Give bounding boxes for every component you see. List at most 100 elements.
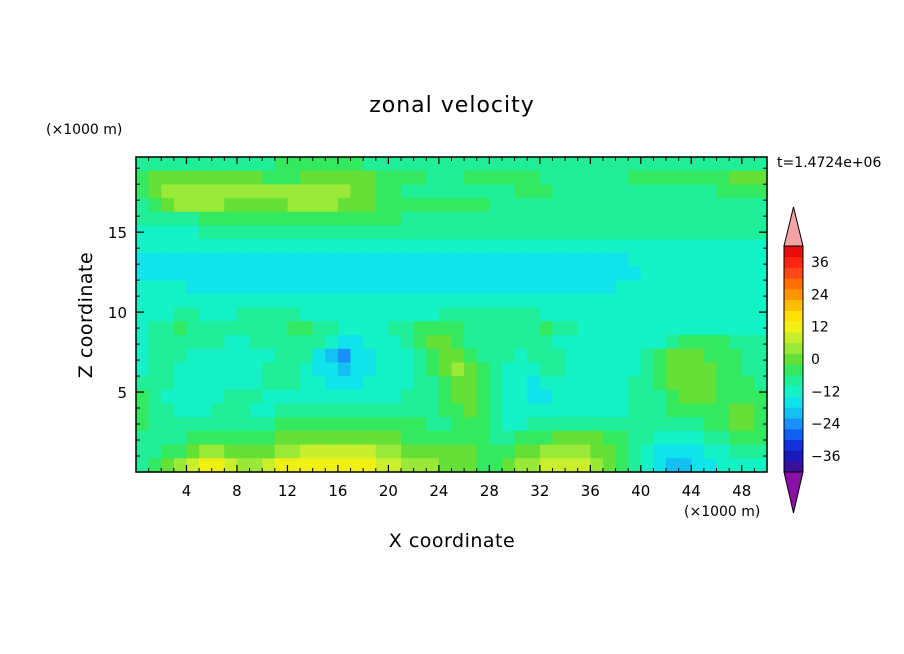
heatmap-cell bbox=[224, 321, 238, 336]
heatmap-cell bbox=[350, 458, 364, 473]
heatmap-cell bbox=[224, 389, 238, 405]
heatmap-cell bbox=[312, 430, 326, 446]
heatmap-cell bbox=[148, 211, 162, 227]
heatmap-cell bbox=[199, 458, 213, 473]
heatmap-cell bbox=[262, 389, 276, 405]
heatmap-cell bbox=[678, 198, 692, 213]
heatmap-cell bbox=[211, 266, 225, 281]
heatmap-cell bbox=[413, 266, 427, 281]
heatmap-cell bbox=[565, 211, 579, 227]
heatmap-cell bbox=[337, 321, 352, 336]
heatmap-cell bbox=[186, 389, 200, 405]
heatmap-cell bbox=[527, 362, 541, 377]
heatmap-cell bbox=[602, 335, 617, 350]
heatmap-cell bbox=[741, 252, 755, 268]
heatmap-cell bbox=[678, 321, 692, 336]
heatmap-cell bbox=[224, 307, 238, 322]
heatmap-cell bbox=[527, 157, 541, 172]
heatmap-cell bbox=[691, 403, 705, 418]
heatmap-cell bbox=[148, 321, 162, 336]
heatmap-cell bbox=[388, 198, 402, 213]
heatmap-cell bbox=[577, 417, 591, 432]
heatmap-cell bbox=[602, 307, 617, 322]
heatmap-cell bbox=[325, 280, 339, 295]
heatmap-cell bbox=[173, 225, 188, 240]
heatmap-cell bbox=[527, 239, 541, 254]
heatmap-cell bbox=[224, 348, 238, 364]
heatmap-cell bbox=[426, 348, 440, 364]
heatmap-cell bbox=[501, 348, 516, 364]
heatmap-cell bbox=[451, 348, 465, 364]
heatmap-cell bbox=[640, 458, 655, 473]
heatmap-cell bbox=[262, 403, 276, 418]
colorbar-tick-label: 12 bbox=[811, 320, 829, 336]
heatmap-cell bbox=[337, 198, 352, 213]
heatmap-cell bbox=[375, 389, 389, 405]
heatmap-cell bbox=[312, 293, 326, 309]
heatmap-cell bbox=[527, 293, 541, 309]
heatmap-cell bbox=[476, 184, 490, 199]
heatmap-cell bbox=[236, 348, 251, 364]
heatmap-cell bbox=[211, 198, 225, 213]
heatmap-cell bbox=[199, 430, 213, 446]
heatmap-cell bbox=[489, 417, 503, 432]
heatmap-cell bbox=[325, 335, 339, 350]
heatmap-cell bbox=[426, 403, 440, 418]
heatmap-cell bbox=[691, 458, 705, 473]
heatmap-cell bbox=[527, 335, 541, 350]
heatmap-cell bbox=[602, 430, 617, 446]
heatmap-cell bbox=[754, 198, 768, 213]
heatmap-cell bbox=[401, 403, 415, 418]
heatmap-cell bbox=[577, 321, 591, 336]
heatmap-cell bbox=[552, 211, 566, 227]
heatmap-cell bbox=[426, 198, 440, 213]
heatmap-cell bbox=[438, 321, 453, 336]
heatmap-cell bbox=[741, 184, 755, 199]
heatmap-cell bbox=[274, 293, 289, 309]
heatmap-cell bbox=[741, 198, 755, 213]
heatmap-cell bbox=[716, 170, 730, 185]
heatmap-cell bbox=[539, 348, 554, 364]
heatmap-cell bbox=[236, 184, 251, 199]
heatmap-cell bbox=[325, 211, 339, 227]
heatmap-cell bbox=[262, 307, 276, 322]
colorbar-band bbox=[784, 396, 803, 408]
heatmap-cell bbox=[653, 225, 667, 240]
heatmap-cell bbox=[691, 239, 705, 254]
heatmap-cell bbox=[262, 157, 276, 172]
heatmap-cell bbox=[703, 321, 718, 336]
heatmap-cell bbox=[729, 157, 743, 172]
heatmap-cell bbox=[552, 293, 566, 309]
heatmap-cell bbox=[363, 403, 377, 418]
heatmap-cell bbox=[350, 293, 364, 309]
heatmap-cell bbox=[476, 280, 490, 295]
heatmap-cell bbox=[501, 389, 516, 405]
heatmap-cell bbox=[565, 321, 579, 336]
heatmap-cell bbox=[375, 239, 389, 254]
heatmap-cell bbox=[438, 335, 453, 350]
heatmap-cell bbox=[401, 417, 415, 432]
heatmap-cell bbox=[615, 280, 629, 295]
heatmap-cell bbox=[300, 157, 314, 172]
heatmap-cell bbox=[287, 266, 301, 281]
heatmap-cell bbox=[666, 389, 680, 405]
heatmap-cell bbox=[438, 293, 453, 309]
heatmap-cell bbox=[337, 362, 352, 377]
heatmap-cell bbox=[325, 417, 339, 432]
heatmap-cell bbox=[249, 170, 263, 185]
heatmap-cell bbox=[754, 335, 768, 350]
heatmap-cell bbox=[363, 362, 377, 377]
heatmap-cell bbox=[590, 157, 604, 172]
heatmap-cell bbox=[514, 321, 528, 336]
heatmap-cell bbox=[741, 280, 755, 295]
heatmap-cell bbox=[716, 184, 730, 199]
heatmap-cell bbox=[741, 225, 755, 240]
heatmap-cell bbox=[426, 321, 440, 336]
heatmap-cell bbox=[224, 157, 238, 172]
heatmap-cell bbox=[615, 458, 629, 473]
heatmap-cell bbox=[615, 252, 629, 268]
heatmap-cell bbox=[565, 157, 579, 172]
heatmap-cell bbox=[741, 266, 755, 281]
heatmap-cell bbox=[325, 239, 339, 254]
heatmap-cell bbox=[211, 430, 225, 446]
